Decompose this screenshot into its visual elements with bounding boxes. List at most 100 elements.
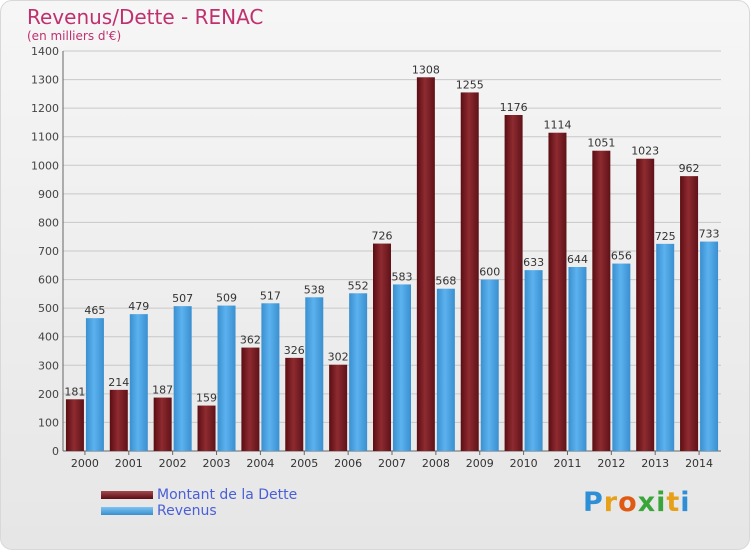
bar-debt-2000 — [65, 399, 84, 451]
legend-label-revenue: Revenus — [157, 503, 217, 519]
logo-letter: r — [603, 487, 619, 518]
y-tick-label: 0 — [52, 445, 59, 458]
legend-swatch-debt — [101, 491, 153, 499]
bar-debt-2007 — [373, 243, 391, 451]
logo-letter: t — [666, 487, 681, 518]
data-label-debt-2004: 362 — [240, 334, 261, 347]
bar-debt-2002 — [153, 397, 172, 451]
x-tick-label: 2012 — [597, 457, 625, 470]
bar-revenue-2010 — [524, 270, 543, 451]
data-label-revenue-2007: 583 — [392, 270, 413, 283]
bar-revenue-2005 — [305, 297, 324, 451]
bars — [65, 77, 719, 452]
bar-revenue-2009 — [480, 279, 499, 451]
bar-revenue-2004 — [261, 303, 280, 451]
x-tick-label: 2000 — [71, 457, 99, 470]
data-label-debt-2007: 726 — [372, 230, 393, 243]
y-tick-label: 600 — [38, 274, 59, 287]
data-label-debt-2008: 1308 — [412, 63, 440, 76]
chart-title: Revenus/Dette - RENAC — [27, 5, 264, 29]
bar-debt-2004 — [241, 347, 260, 451]
data-label-revenue-2000: 465 — [84, 304, 105, 317]
logo-letter: x — [637, 487, 657, 518]
x-tick-label: 2014 — [685, 457, 713, 470]
data-label-revenue-2002: 507 — [172, 292, 193, 305]
y-tick-label: 500 — [38, 302, 59, 315]
bar-revenue-2008 — [436, 288, 455, 451]
data-label-revenue-2003: 509 — [216, 292, 237, 305]
data-label-revenue-2001: 479 — [128, 300, 149, 313]
bar-revenue-2012 — [612, 263, 631, 451]
data-labels: 181 465 214 479 187 507 159 509 362 517 326 538 302 5… — [64, 63, 719, 404]
data-label-debt-2005: 326 — [284, 344, 305, 357]
bar-debt-2010 — [504, 115, 523, 451]
bar-debt-2003 — [197, 405, 216, 451]
data-label-debt-2011: 1114 — [543, 119, 571, 132]
bar-debt-2005 — [285, 357, 304, 451]
bar-revenue-2014 — [700, 241, 719, 451]
data-label-debt-2000: 181 — [64, 385, 85, 398]
bar-revenue-2002 — [173, 306, 192, 451]
bar-debt-2009 — [460, 92, 479, 451]
x-tick-label: 2010 — [510, 457, 538, 470]
bar-revenue-2001 — [129, 314, 148, 451]
bar-debt-2011 — [548, 132, 567, 451]
y-tick-label: 400 — [38, 331, 59, 344]
y-tick-label: 900 — [38, 188, 59, 201]
data-label-debt-2010: 1176 — [500, 101, 528, 114]
x-tick-label: 2007 — [378, 457, 406, 470]
axes: 0 100 200 300 400 500 600 700 800 900 1000 1100 1200… — [31, 45, 721, 470]
data-label-revenue-2014: 733 — [699, 228, 720, 241]
x-tick-label: 2003 — [203, 457, 231, 470]
x-tick-label: 2004 — [246, 457, 274, 470]
x-tick-label: 2008 — [422, 457, 450, 470]
y-tick-label: 1100 — [31, 131, 59, 144]
bar-revenue-2013 — [656, 243, 675, 451]
data-label-debt-2001: 214 — [108, 376, 129, 389]
data-label-revenue-2008: 568 — [435, 275, 456, 288]
chart-subtitle: (en milliers d'€) — [27, 29, 122, 43]
data-label-revenue-2011: 644 — [567, 253, 588, 266]
logo-letter: i — [680, 487, 691, 518]
y-tick-label: 1400 — [31, 45, 59, 58]
y-tick-label: 1300 — [31, 74, 59, 87]
bar-revenue-2003 — [217, 305, 236, 451]
x-tick-label: 2011 — [553, 457, 581, 470]
logo-letter: P — [583, 487, 604, 518]
x-tick-label: 2005 — [290, 457, 318, 470]
data-label-revenue-2005: 538 — [304, 283, 325, 296]
proxiti-logo: Proxiti — [583, 487, 691, 518]
y-tick-label: 700 — [38, 245, 59, 258]
data-label-revenue-2010: 633 — [523, 256, 544, 269]
data-label-debt-2009: 1255 — [456, 78, 484, 91]
y-tick-label: 1200 — [31, 102, 59, 115]
x-tick-label: 2001 — [115, 457, 143, 470]
logo-letter: o — [618, 487, 638, 518]
x-tick-label: 2009 — [466, 457, 494, 470]
data-label-debt-2012: 1051 — [587, 137, 615, 150]
data-label-revenue-2004: 517 — [260, 289, 281, 302]
y-tick-label: 100 — [38, 416, 59, 429]
legend-swatch-revenue — [101, 507, 153, 515]
bar-debt-2012 — [592, 150, 611, 451]
bar-revenue-2006 — [349, 293, 368, 451]
legend-label-debt: Montant de la Dette — [157, 487, 298, 503]
logo-letter: i — [656, 487, 667, 518]
x-tick-label: 2006 — [334, 457, 362, 470]
data-label-revenue-2013: 725 — [655, 230, 676, 243]
bar-debt-2014 — [680, 176, 699, 451]
x-tick-label: 2013 — [641, 457, 669, 470]
bar-revenue-2011 — [568, 267, 587, 451]
bar-debt-2001 — [109, 389, 128, 451]
y-tick-label: 800 — [38, 216, 59, 229]
y-tick-label: 300 — [38, 359, 59, 372]
data-label-debt-2002: 187 — [152, 384, 173, 397]
x-tick-label: 2002 — [159, 457, 187, 470]
bar-revenue-2000 — [85, 318, 104, 451]
bar-debt-2013 — [636, 158, 655, 451]
y-tick-label: 1000 — [31, 159, 59, 172]
bar-debt-2008 — [416, 77, 435, 452]
data-label-debt-2006: 302 — [328, 351, 349, 364]
bar-chart: 0 100 200 300 400 500 600 700 800 900 1000 1100 1200… — [31, 45, 721, 470]
